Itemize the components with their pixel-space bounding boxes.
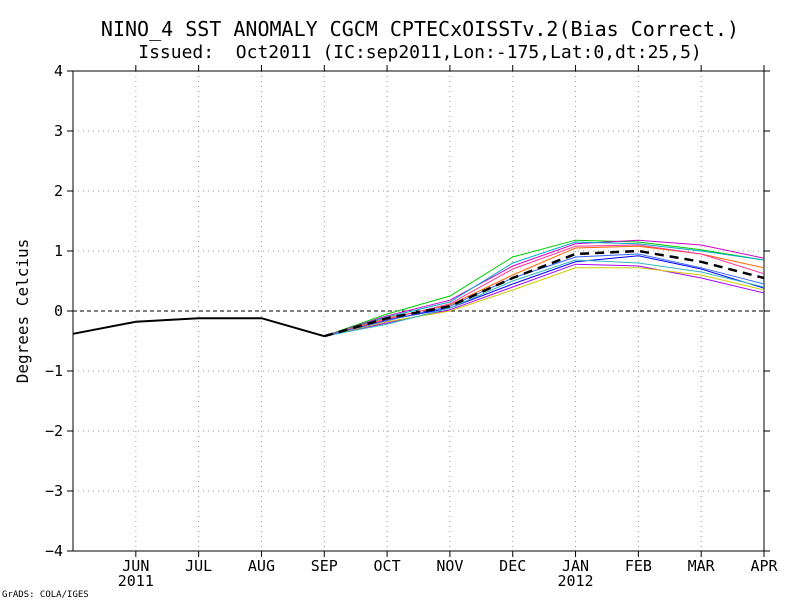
- y-tick-label: −1: [45, 362, 63, 380]
- chart-subtitle: Issued: Oct2011 (IC:sep2011,Lon:-175,Lat…: [138, 42, 702, 63]
- grads-credit: GrADS: COLA/IGES: [2, 590, 89, 600]
- x-tick-label: MAR: [688, 557, 716, 575]
- ensemble-member-line: [324, 267, 765, 337]
- ensemble-member-line: [324, 263, 765, 337]
- y-tick-label: 0: [54, 302, 63, 320]
- ensemble-member-line: [324, 239, 765, 337]
- x-tick-label: NOV: [436, 557, 463, 575]
- ensemble-member-line: [324, 241, 765, 337]
- x-tick-label: AUG: [248, 557, 275, 575]
- y-tick-label: 2: [54, 182, 63, 200]
- x-year-label: 2012: [557, 572, 593, 590]
- y-tick-label: 4: [54, 62, 63, 80]
- x-tick-label: APR: [750, 557, 778, 575]
- y-tick-label: 1: [54, 242, 63, 260]
- x-tick-label: DEC: [499, 557, 526, 575]
- y-axis-label: Degrees Celcius: [13, 239, 32, 384]
- x-tick-label: OCT: [374, 557, 401, 575]
- ensemble-member-line: [324, 253, 765, 337]
- chart-title: NINO_4 SST ANOMALY CGCM CPTECxOISSTv.2(B…: [101, 17, 739, 41]
- y-tick-label: −4: [45, 542, 63, 560]
- observed-line: [72, 317, 325, 338]
- axes: 4 3 2 1 0 −1 −2 −3 −4 JUN JUL AUG SEP OCT NOV DEC JAN FEB…: [45, 62, 779, 590]
- series: [72, 239, 765, 338]
- x-tick-label: JAN: [562, 557, 589, 575]
- ensemble-member-line: [324, 259, 765, 337]
- y-tick-label: 3: [54, 122, 63, 140]
- x-tick-label: JUL: [185, 557, 212, 575]
- x-year-label: 2011: [118, 572, 154, 590]
- y-tick-label: −3: [45, 482, 63, 500]
- x-tick-label: FEB: [625, 557, 652, 575]
- y-tick-label: −2: [45, 422, 63, 440]
- ensemble-member-line: [324, 239, 765, 337]
- x-tick-label: SEP: [311, 557, 338, 575]
- x-tick-label: JUN: [122, 557, 149, 575]
- ensemble-mean-line: [323, 249, 765, 338]
